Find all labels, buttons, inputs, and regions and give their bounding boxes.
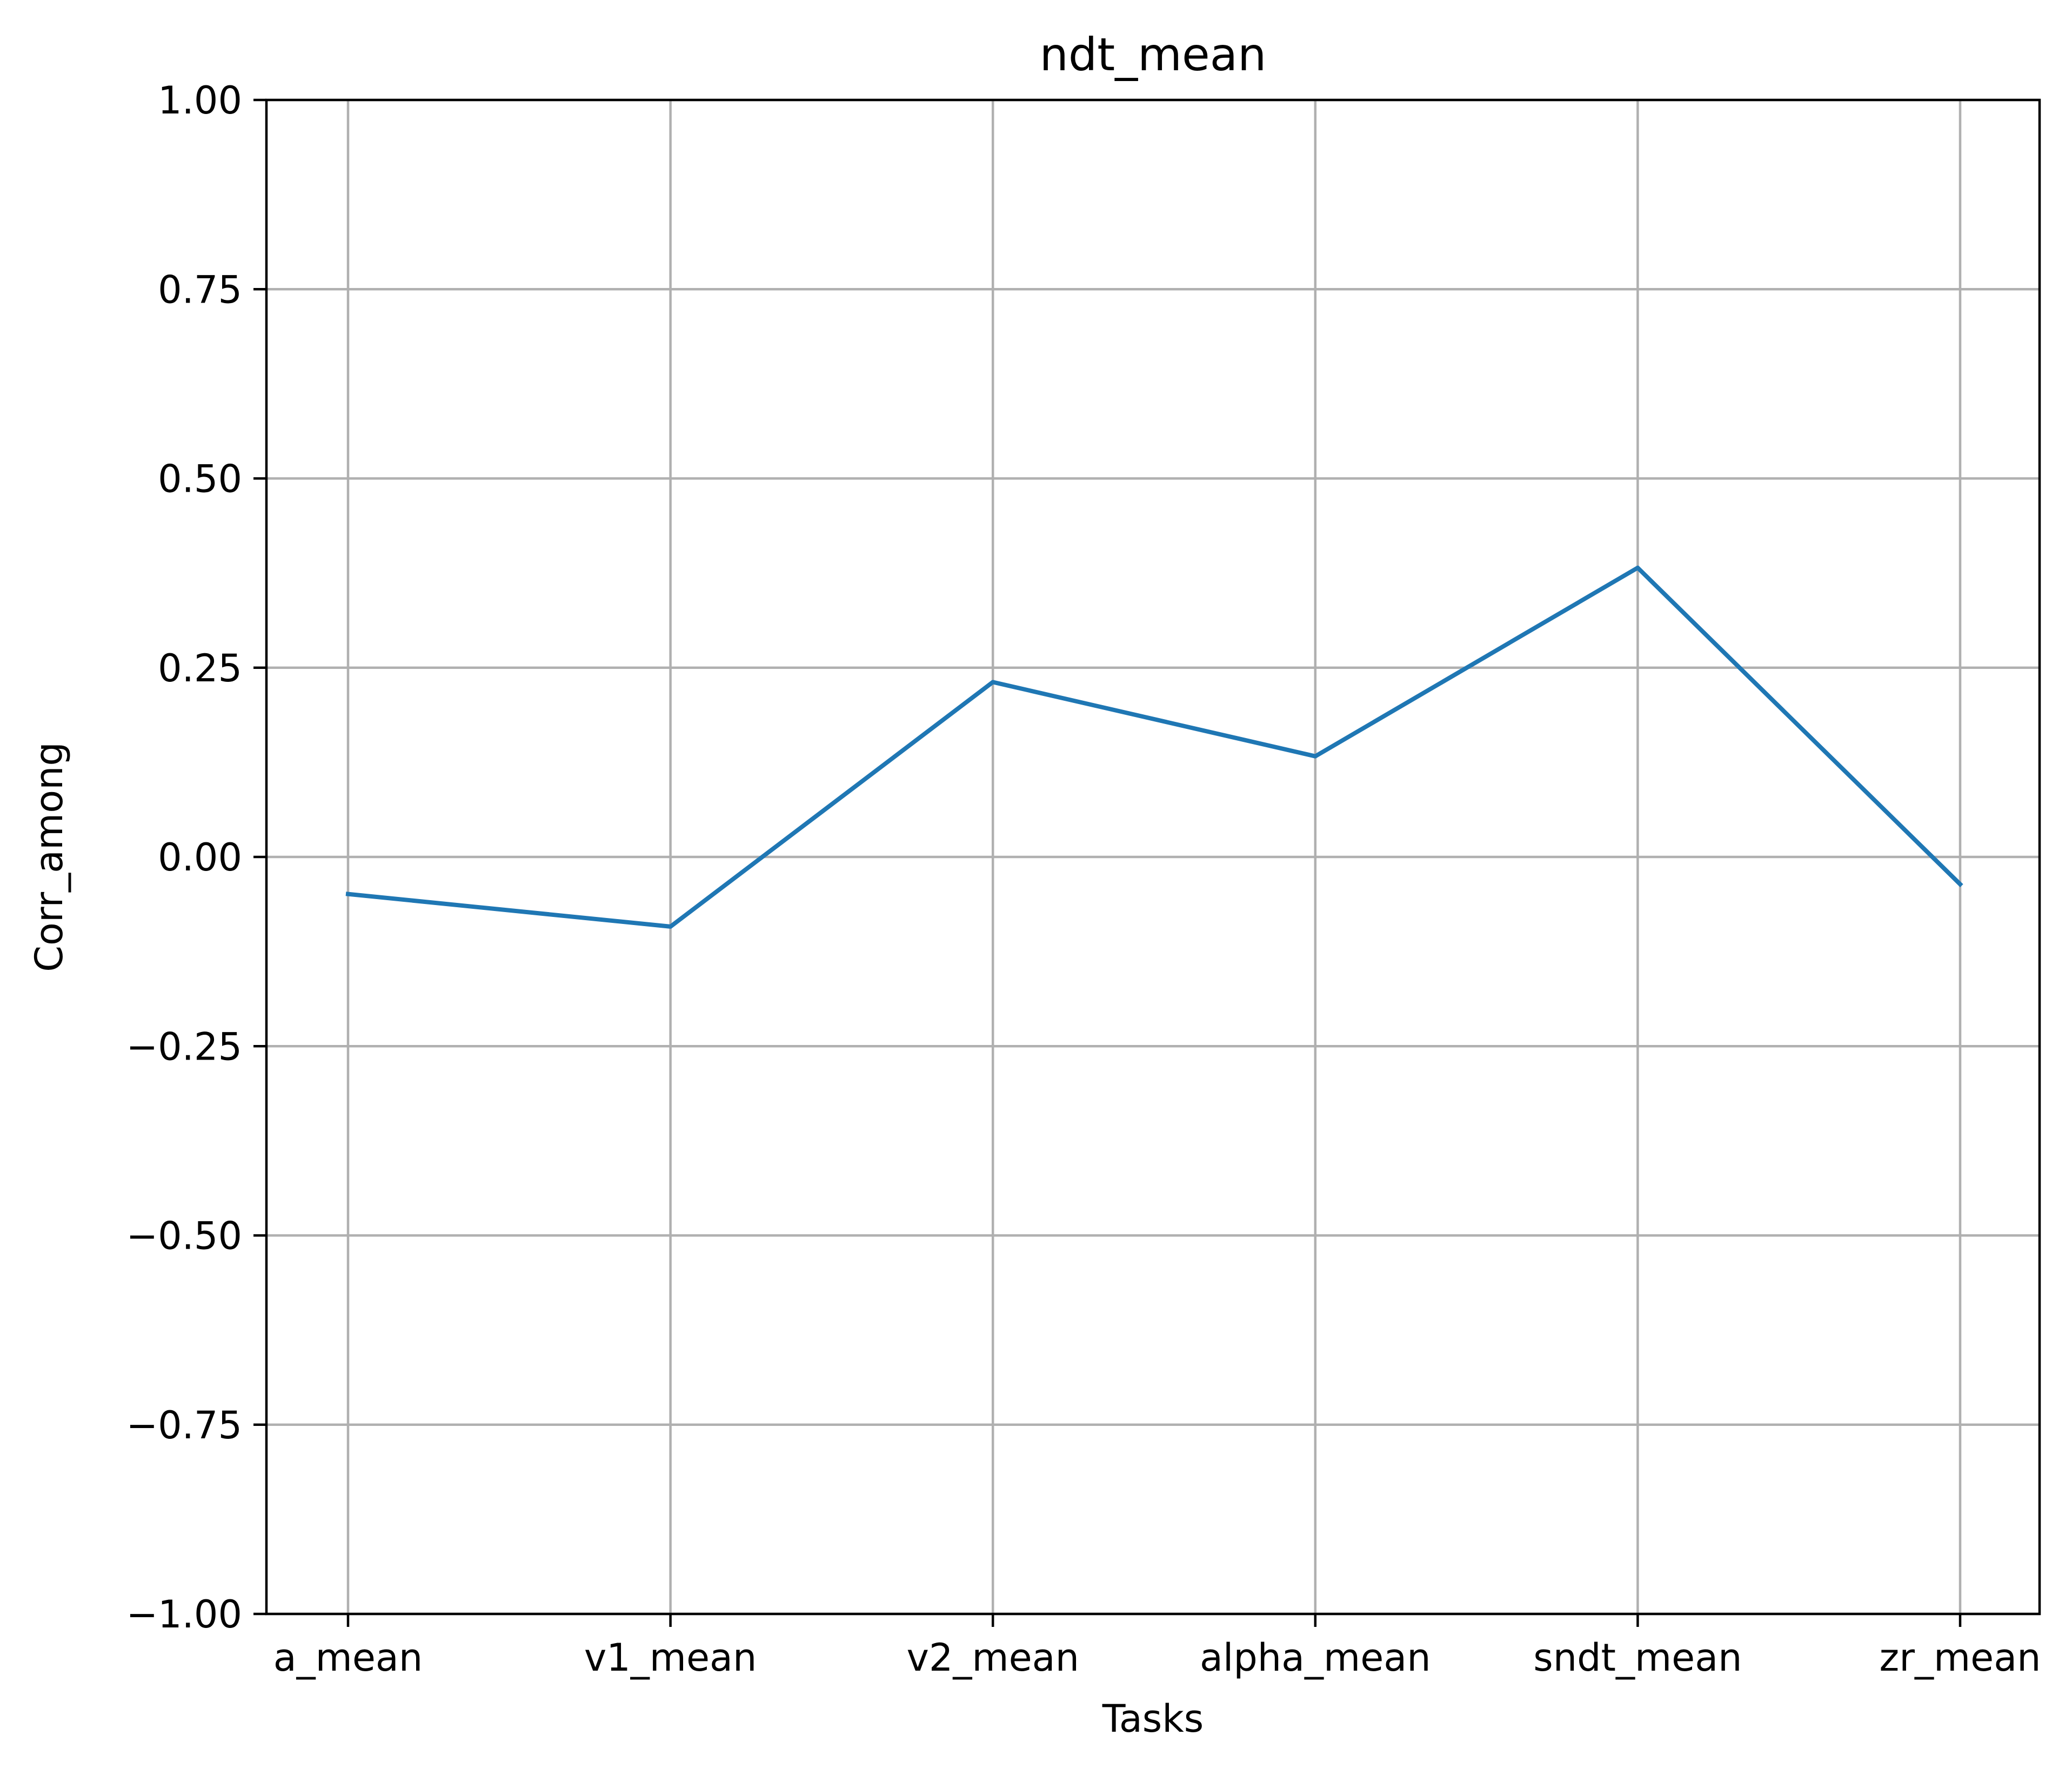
chart-title: ndt_mean <box>1040 28 1267 81</box>
series-point <box>1960 883 1961 885</box>
x-tick-label: a_mean <box>273 1636 423 1680</box>
series-line <box>345 565 1963 929</box>
x-tick-label: v1_mean <box>584 1636 757 1680</box>
y-tick-label: −0.75 <box>126 1403 242 1448</box>
y-tick-label: 0.00 <box>158 835 242 880</box>
grid-lines <box>266 98 2040 1616</box>
series-point <box>670 926 671 927</box>
y-tick-label: 1.00 <box>158 78 242 123</box>
y-tick-label: 0.75 <box>158 267 242 312</box>
y-tick-label: −0.50 <box>126 1214 242 1258</box>
y-axis-ticks: −1.00 −0.75 −0.50 −0.25 0.00 0.25 0.50 0.75 1.00 <box>126 78 266 1637</box>
x-tick-label: zr_mean <box>1879 1636 2041 1680</box>
y-tick-label: −1.00 <box>126 1592 242 1637</box>
y-axis-label: Corr_among <box>27 742 71 972</box>
y-tick-label: 0.25 <box>158 646 242 691</box>
x-axis-label: Tasks <box>1102 1697 1204 1741</box>
x-tick-label: v2_mean <box>906 1636 1079 1680</box>
x-tick-label: alpha_mean <box>1200 1636 1431 1680</box>
y-tick-label: 0.50 <box>158 457 242 501</box>
y-tick-label: −0.25 <box>126 1024 242 1069</box>
x-axis-ticks: a_mean v1_mean v2_mean alpha_mean sndt_mean z… <box>273 1614 2041 1680</box>
x-tick-label: sndt_mean <box>1533 1636 1742 1680</box>
plot-series <box>345 565 1963 929</box>
series-point <box>1637 567 1638 568</box>
